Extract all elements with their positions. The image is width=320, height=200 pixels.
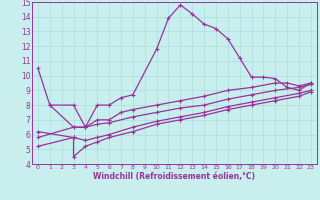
X-axis label: Windchill (Refroidissement éolien,°C): Windchill (Refroidissement éolien,°C) — [93, 172, 255, 181]
